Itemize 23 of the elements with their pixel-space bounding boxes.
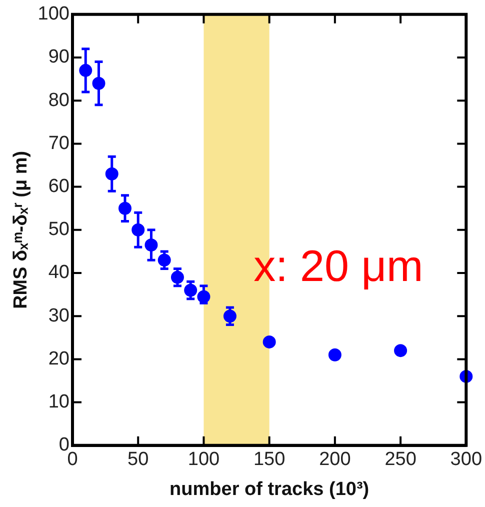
y-tick-label: 0: [58, 434, 70, 456]
y-tick-label: 30: [48, 305, 70, 326]
x-tick-label: 50: [128, 449, 149, 470]
point: [262, 335, 276, 348]
y-tick-label: 80: [48, 90, 70, 111]
y-tick-label: 70: [48, 132, 70, 154]
x-tick-label: 300: [450, 449, 482, 470]
x-tick-label: 250: [384, 449, 416, 470]
x-tick-label: 200: [319, 449, 351, 470]
y-tick-label: 20: [48, 348, 70, 370]
y-tick-label: 60: [48, 176, 70, 198]
point: [328, 348, 342, 362]
y-tick-label: 100: [38, 4, 70, 25]
x-axis-title: number of tracks (10³): [170, 478, 370, 500]
x-tick-label: 100: [188, 449, 220, 470]
annotation: x: 20 μm: [254, 242, 424, 291]
y-tick-label: 40: [48, 262, 70, 284]
point: [394, 344, 408, 358]
y-tick-label: 50: [48, 219, 70, 240]
y-tick-label: 90: [48, 46, 70, 68]
x-tick-label: 150: [253, 449, 286, 470]
y-axis-title: RMS δₓᵐ-δₓʳ (μ m): [10, 150, 32, 309]
y-tick-label: 10: [48, 392, 70, 413]
